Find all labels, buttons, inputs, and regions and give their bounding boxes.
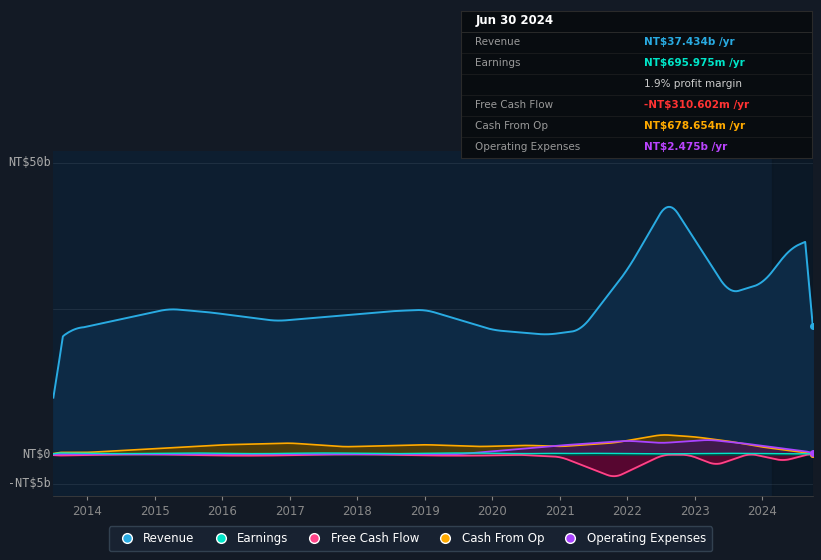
Bar <box>773 151 813 496</box>
Legend: Revenue, Earnings, Free Cash Flow, Cash From Op, Operating Expenses: Revenue, Earnings, Free Cash Flow, Cash … <box>109 526 712 551</box>
Text: Operating Expenses: Operating Expenses <box>475 142 580 152</box>
Text: NT$0: NT$0 <box>22 448 51 461</box>
Text: Jun 30 2024: Jun 30 2024 <box>475 14 553 27</box>
Text: NT$678.654m /yr: NT$678.654m /yr <box>644 122 745 132</box>
Text: NT$37.434b /yr: NT$37.434b /yr <box>644 37 734 47</box>
Text: -NT$5b: -NT$5b <box>8 478 51 491</box>
Text: NT$695.975m /yr: NT$695.975m /yr <box>644 58 745 68</box>
Text: Cash From Op: Cash From Op <box>475 122 548 132</box>
Text: -NT$310.602m /yr: -NT$310.602m /yr <box>644 100 749 110</box>
Text: Revenue: Revenue <box>475 37 521 47</box>
Text: Free Cash Flow: Free Cash Flow <box>475 100 553 110</box>
Text: NT$50b: NT$50b <box>8 156 51 169</box>
Text: 1.9% profit margin: 1.9% profit margin <box>644 79 741 89</box>
Text: NT$2.475b /yr: NT$2.475b /yr <box>644 142 727 152</box>
Text: Earnings: Earnings <box>475 58 521 68</box>
